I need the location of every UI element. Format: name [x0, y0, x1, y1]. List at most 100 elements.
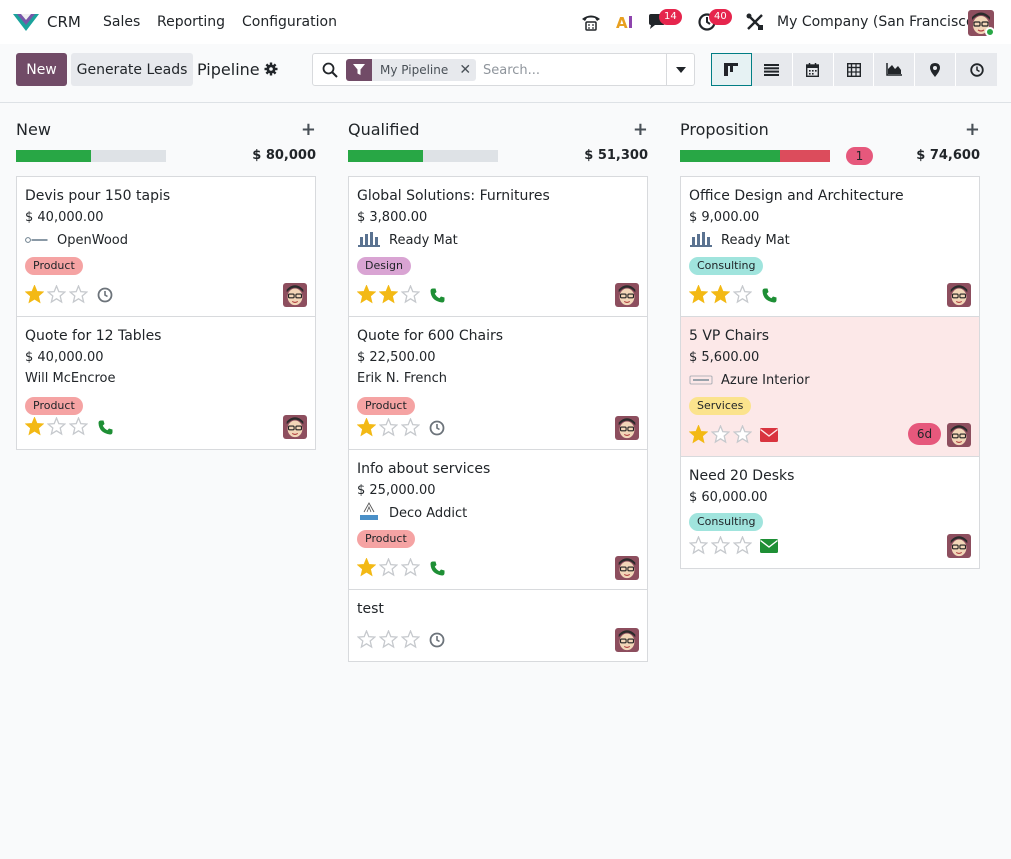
- app-name[interactable]: CRM: [47, 13, 81, 31]
- list-view-button[interactable]: [751, 53, 793, 86]
- star-empty-icon[interactable]: [689, 536, 708, 555]
- graph-view-button[interactable]: [874, 53, 916, 86]
- priority-stars[interactable]: [689, 536, 752, 555]
- progress-overdue-segment[interactable]: [780, 150, 830, 162]
- salesperson-avatar[interactable]: [615, 556, 639, 580]
- menu-sales[interactable]: Sales: [103, 14, 141, 30]
- menu-reporting[interactable]: Reporting: [157, 14, 226, 30]
- activity-button[interactable]: [428, 559, 446, 577]
- star-empty-icon[interactable]: [711, 425, 730, 444]
- activity-button[interactable]: [428, 419, 446, 437]
- star-filled-icon[interactable]: [25, 285, 44, 304]
- star-empty-icon[interactable]: [733, 536, 752, 555]
- lead-card[interactable]: Info about services $ 25,000.00 Deco Addic…: [349, 450, 647, 590]
- activity-button[interactable]: [760, 426, 778, 444]
- column-quick-add-icon[interactable]: +: [632, 119, 648, 140]
- star-filled-icon[interactable]: [25, 417, 44, 436]
- gear-icon[interactable]: [264, 62, 278, 76]
- column-progress-bar[interactable]: [680, 150, 830, 162]
- star-empty-icon[interactable]: [401, 558, 420, 577]
- crm-app-icon[interactable]: [13, 12, 39, 32]
- star-empty-icon[interactable]: [47, 285, 66, 304]
- search-options-toggle[interactable]: [666, 54, 695, 85]
- star-empty-icon[interactable]: [47, 417, 66, 436]
- priority-stars[interactable]: [357, 558, 420, 577]
- salesperson-avatar[interactable]: [615, 416, 639, 440]
- generate-leads-button[interactable]: Generate Leads: [71, 53, 193, 86]
- search-icon[interactable]: [322, 62, 338, 78]
- star-empty-icon[interactable]: [733, 285, 752, 304]
- salesperson-avatar[interactable]: [283, 415, 307, 439]
- star-filled-icon[interactable]: [357, 418, 376, 437]
- card-amount: $ 5,600.00: [689, 350, 760, 365]
- lead-card[interactable]: Need 20 Desks $ 60,000.00 Consulting: [681, 457, 979, 568]
- salesperson-avatar[interactable]: [283, 283, 307, 307]
- star-filled-icon[interactable]: [379, 285, 398, 304]
- column-progress-bar[interactable]: [348, 150, 498, 162]
- star-filled-icon[interactable]: [357, 285, 376, 304]
- star-empty-icon[interactable]: [401, 285, 420, 304]
- activity-button[interactable]: [428, 631, 446, 649]
- lead-card[interactable]: Quote for 12 Tables $ 40,000.00 Will McEnc…: [17, 317, 315, 449]
- priority-stars[interactable]: [689, 425, 752, 444]
- company-switcher[interactable]: My Company (San Francisco): [777, 14, 980, 30]
- activity-button[interactable]: [760, 537, 778, 555]
- column-progress-bar[interactable]: [16, 150, 166, 162]
- voip-phone-icon[interactable]: [580, 12, 602, 32]
- priority-stars[interactable]: [25, 285, 88, 304]
- salesperson-avatar[interactable]: [615, 628, 639, 652]
- facet-close-icon[interactable]: ✕: [454, 59, 477, 81]
- lead-card[interactable]: Devis pour 150 tapis $ 40,000.00 OpenWood P…: [17, 177, 315, 317]
- new-button[interactable]: New: [16, 53, 67, 86]
- debug-tools-icon[interactable]: [744, 12, 766, 32]
- salesperson-avatar[interactable]: [615, 283, 639, 307]
- column-title[interactable]: New: [16, 120, 51, 139]
- star-filled-icon[interactable]: [689, 425, 708, 444]
- star-empty-icon[interactable]: [401, 418, 420, 437]
- column-quick-add-icon[interactable]: +: [964, 119, 980, 140]
- progress-won-segment[interactable]: [16, 150, 91, 162]
- priority-stars[interactable]: [357, 418, 420, 437]
- column-title[interactable]: Qualified: [348, 120, 420, 139]
- priority-stars[interactable]: [357, 630, 420, 649]
- star-empty-icon[interactable]: [379, 418, 398, 437]
- calendar-view-button[interactable]: [792, 53, 834, 86]
- activity-button[interactable]: [96, 418, 114, 436]
- pivot-view-button[interactable]: [833, 53, 875, 86]
- activity-button[interactable]: [760, 286, 778, 304]
- star-empty-icon[interactable]: [69, 285, 88, 304]
- map-view-button[interactable]: [915, 53, 957, 86]
- progress-won-segment[interactable]: [680, 150, 780, 162]
- priority-stars[interactable]: [357, 285, 420, 304]
- priority-stars[interactable]: [689, 285, 752, 304]
- kanban-view-button[interactable]: [711, 53, 752, 86]
- star-empty-icon[interactable]: [357, 630, 376, 649]
- star-filled-icon[interactable]: [711, 285, 730, 304]
- activity-view-button[interactable]: [956, 53, 998, 86]
- lead-card[interactable]: test: [349, 590, 647, 661]
- lead-card[interactable]: Office Design and Architecture $ 9,000.00…: [681, 177, 979, 317]
- lead-card[interactable]: 5 VP Chairs $ 5,600.00 Azure Interior Servi…: [681, 317, 979, 457]
- ai-icon[interactable]: A: [614, 12, 636, 32]
- lead-card[interactable]: Quote for 600 Chairs $ 22,500.00 Erik N. F…: [349, 317, 647, 450]
- star-filled-icon[interactable]: [357, 558, 376, 577]
- salesperson-avatar[interactable]: [947, 423, 971, 447]
- activity-button[interactable]: [96, 286, 114, 304]
- salesperson-avatar[interactable]: [947, 534, 971, 558]
- star-empty-icon[interactable]: [379, 630, 398, 649]
- star-filled-icon[interactable]: [689, 285, 708, 304]
- star-empty-icon[interactable]: [69, 417, 88, 436]
- column-title[interactable]: Proposition: [680, 120, 769, 139]
- menu-configuration[interactable]: Configuration: [242, 14, 337, 30]
- star-empty-icon[interactable]: [733, 425, 752, 444]
- activity-button[interactable]: [428, 286, 446, 304]
- star-empty-icon[interactable]: [379, 558, 398, 577]
- star-empty-icon[interactable]: [401, 630, 420, 649]
- priority-stars[interactable]: [25, 417, 88, 436]
- star-empty-icon[interactable]: [711, 536, 730, 555]
- salesperson-avatar[interactable]: [947, 283, 971, 307]
- column-quick-add-icon[interactable]: +: [300, 119, 316, 140]
- lead-card[interactable]: Global Solutions: Furnitures $ 3,800.00 Re…: [349, 177, 647, 317]
- search-input[interactable]: [483, 59, 663, 81]
- progress-won-segment[interactable]: [348, 150, 423, 162]
